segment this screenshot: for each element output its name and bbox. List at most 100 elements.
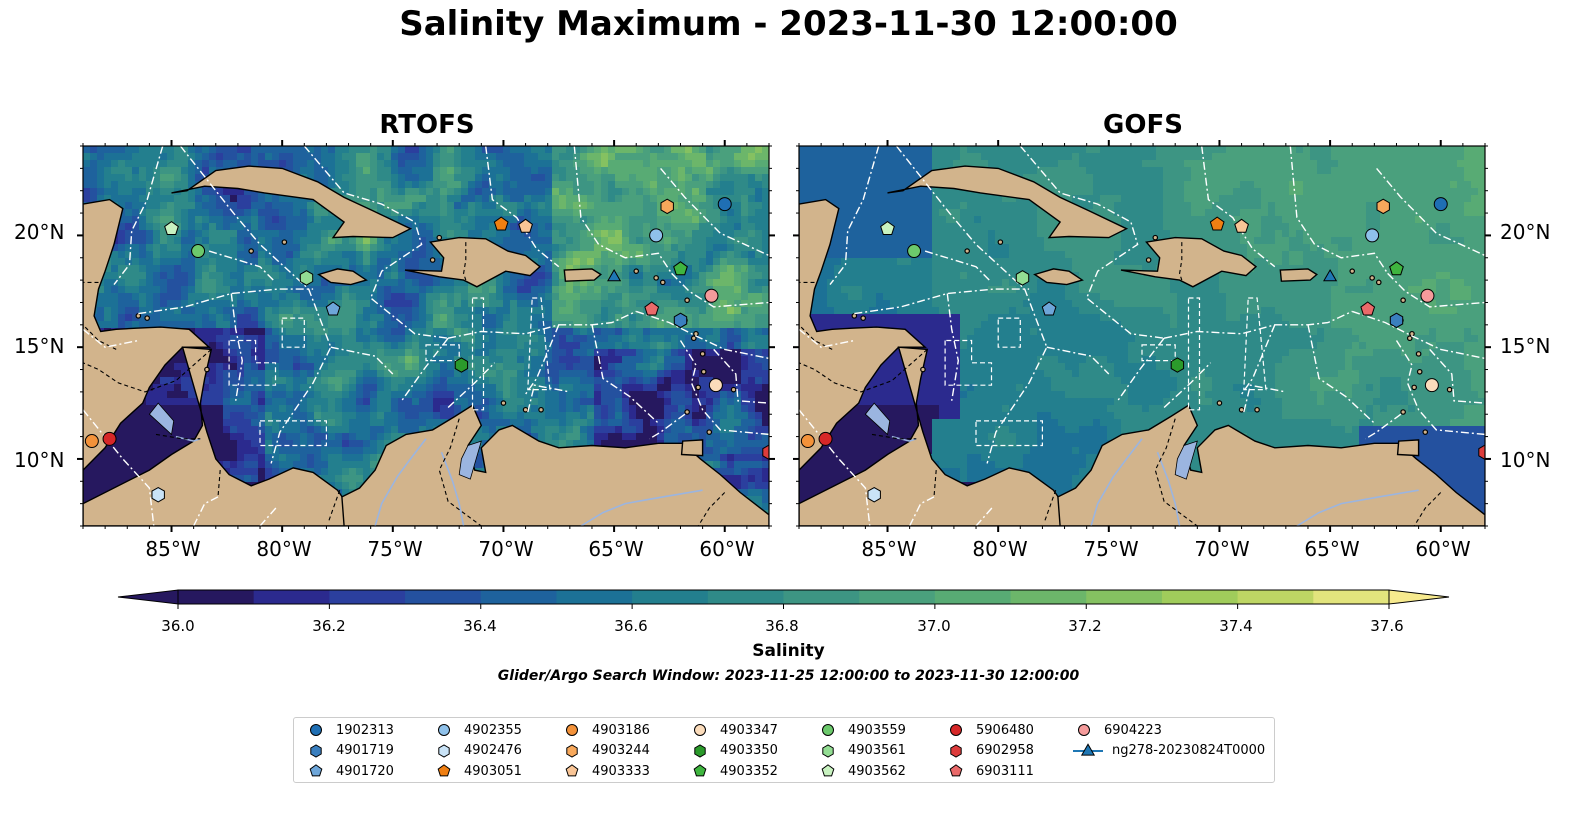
marker-4903352 (1389, 261, 1404, 276)
country-border (155, 433, 201, 440)
small-island (1254, 406, 1260, 413)
legend-symbol (822, 743, 834, 758)
small-island (538, 406, 544, 413)
marker-4903333 (518, 218, 533, 233)
small-island (1400, 409, 1406, 415)
small-island (690, 335, 697, 342)
river (580, 489, 703, 526)
colorbar-tick-36-4: 36.4 (463, 617, 497, 635)
colorbar-segment (783, 590, 860, 604)
legend-symbol (949, 764, 963, 777)
river (374, 438, 427, 526)
eez-boundary (113, 146, 164, 286)
colorbar-segment (329, 590, 406, 604)
legend-symbol (950, 724, 962, 736)
colorbar-tick-36-2: 36.2 (312, 617, 346, 635)
legend-item: 4903347 (688, 721, 778, 739)
lon-label-65w-rtofs: 65°W (588, 537, 644, 561)
river (175, 435, 201, 442)
country-border (217, 470, 221, 497)
legend-item: 4903051 (432, 762, 522, 780)
marker-4903333 (1234, 218, 1249, 233)
river (440, 451, 465, 526)
colorbar-segment (405, 590, 482, 604)
eez-boundary (83, 409, 155, 526)
legend-marker-hexagon-icon (694, 743, 706, 758)
marker-4903562 (880, 220, 895, 235)
country-border (799, 348, 928, 393)
marker-4903561 (1015, 270, 1030, 286)
legend-marker-pentagon-icon (437, 764, 451, 777)
colorbar-tick-37-6: 37.6 (1370, 617, 1404, 635)
lon-label-85w-rtofs: 85°W (145, 537, 201, 561)
eez-boundary (1289, 146, 1389, 274)
legend-label: 4903561 (848, 743, 906, 758)
land-southAm (1057, 404, 1485, 526)
legend-marker-circle-icon (566, 724, 578, 736)
marker-ng278-20230824T0000 (1323, 269, 1338, 282)
lat-label-20n-left: 20°N (14, 220, 65, 244)
legend-label: 6903111 (976, 763, 1034, 779)
marker-4903562 (164, 220, 179, 235)
marker-4903347 (708, 378, 723, 393)
axis-ticks (793, 140, 1491, 532)
legend-symbol (437, 764, 451, 777)
platform-markers (800, 197, 1485, 503)
small-island (700, 368, 707, 375)
map-panel-rtofs (77, 140, 775, 532)
map-panel-gofs (793, 140, 1491, 532)
marker-4903352 (673, 261, 688, 276)
colorbar-segment (934, 590, 1012, 604)
marker-4902476 (867, 487, 881, 503)
lat-label-15n-left: 15°N (14, 334, 65, 358)
legend-item: 4903562 (816, 762, 906, 780)
legend-symbol (309, 764, 323, 777)
legend-label: 4903186 (592, 722, 650, 738)
legend-item: 4903186 (560, 721, 650, 739)
small-island (1400, 297, 1406, 304)
legend: 1902313 4901719 4901720 4902355 4902476 49030… (293, 717, 1275, 783)
legend-triangle (1080, 742, 1096, 756)
small-island (1446, 386, 1453, 393)
colorbar-segment (1313, 590, 1390, 604)
land-puertoRico (563, 268, 602, 282)
land-trinidad (680, 439, 704, 457)
legend-item: 5906480 (944, 721, 1034, 739)
lat-label-10n-right: 10°N (1500, 448, 1551, 472)
legend-label: 4903051 (464, 763, 522, 779)
eez-boundary (179, 146, 332, 464)
marker-4903051 (1209, 216, 1225, 231)
marker-6904223 (1420, 288, 1435, 303)
eez-boundary (192, 496, 219, 526)
small-island (1369, 275, 1375, 281)
country-border (1044, 490, 1057, 522)
legend-symbol (566, 724, 578, 736)
marker-4903350 (1170, 357, 1185, 373)
legend-item: 6902958 (944, 742, 1034, 760)
colorbar-tick-37-0: 37.0 (917, 617, 951, 635)
small-island (699, 351, 706, 357)
small-island (135, 313, 142, 319)
colorbar-segment (480, 590, 557, 604)
marker-6903111 (644, 301, 660, 316)
map-frame (82, 145, 770, 527)
land (83, 165, 769, 526)
small-island (1375, 279, 1382, 286)
marker-6902958 (762, 444, 769, 460)
protected-area-outline (228, 339, 277, 386)
marker-4902355 (649, 228, 664, 243)
river (1090, 438, 1143, 526)
legend-marker-pentagon-icon (565, 764, 579, 777)
legend-label: 4901719 (336, 743, 394, 758)
land-panamaCR (83, 346, 350, 526)
marker-1902313 (717, 197, 732, 212)
panel-title-rtofs: RTOFS (379, 110, 475, 140)
eez-boundary (485, 146, 560, 268)
eez-boundary (1307, 324, 1375, 424)
legend-marker-circle-icon (1078, 724, 1090, 736)
land-jamaica (317, 268, 368, 286)
legend-item: 4903350 (688, 742, 778, 760)
colorbar (117, 589, 1450, 609)
eez-boundary (525, 324, 560, 395)
eez-boundary (895, 146, 1048, 464)
